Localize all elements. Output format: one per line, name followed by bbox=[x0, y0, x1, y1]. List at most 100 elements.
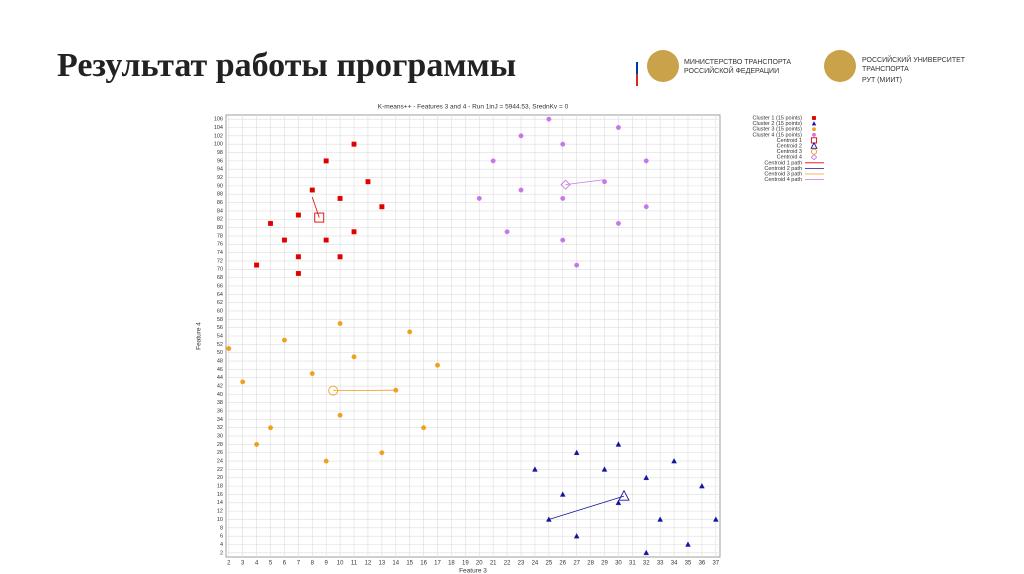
legend-label: Centroid 3 bbox=[777, 149, 802, 155]
y-tick-label: 100 bbox=[214, 142, 223, 148]
y-tick-label: 68 bbox=[217, 275, 223, 281]
marker bbox=[435, 362, 440, 368]
x-tick-label: 10 bbox=[337, 561, 344, 567]
x-tick-label: 7 bbox=[297, 561, 301, 567]
marker bbox=[574, 262, 580, 268]
y-tick-label: 28 bbox=[217, 442, 223, 448]
marker bbox=[699, 483, 705, 489]
y-tick-label: 36 bbox=[217, 409, 223, 415]
x-tick-label: 11 bbox=[351, 561, 358, 567]
x-tick-label: 6 bbox=[283, 561, 287, 567]
marker bbox=[573, 449, 580, 455]
marker bbox=[254, 441, 260, 447]
x-tick-label: 4 bbox=[255, 561, 259, 567]
marker bbox=[560, 195, 566, 201]
x-tick-label: 29 bbox=[601, 561, 608, 567]
x-tick-label: 35 bbox=[685, 561, 692, 567]
marker bbox=[295, 212, 301, 218]
x-tick-label: 28 bbox=[587, 561, 594, 567]
logo-text: ТРАНСПОРТА bbox=[862, 66, 909, 73]
marker bbox=[226, 346, 232, 351]
marker bbox=[476, 195, 482, 201]
y-axis-label: Feature 4 bbox=[196, 322, 203, 350]
x-tick-label: 18 bbox=[448, 561, 455, 567]
y-tick-label: 78 bbox=[217, 233, 223, 239]
x-axis-label: Feature 3 bbox=[459, 568, 487, 574]
chart-title: K-means++ - Features 3 and 4 - Run 1inJ … bbox=[378, 104, 569, 111]
y-tick-label: 80 bbox=[217, 225, 223, 231]
legend-label: Centroid 2 bbox=[777, 143, 802, 149]
y-tick-label: 22 bbox=[217, 467, 223, 473]
marker bbox=[351, 141, 357, 147]
marker bbox=[323, 458, 329, 464]
y-tick-label: 48 bbox=[217, 358, 223, 364]
marker bbox=[615, 499, 622, 506]
logo-text: РОССИЙСКОЙ ФЕДЕРАЦИИ bbox=[684, 66, 779, 75]
marker bbox=[810, 148, 818, 155]
x-tick-label: 13 bbox=[379, 561, 386, 567]
legend-label: Centroid 3 path bbox=[764, 171, 802, 177]
legend-label: Centroid 4 bbox=[777, 155, 802, 161]
y-tick-label: 94 bbox=[217, 167, 223, 173]
y-tick-label: 6 bbox=[220, 534, 223, 540]
y-tick-label: 50 bbox=[217, 350, 223, 356]
centroid-path bbox=[548, 495, 625, 520]
marker bbox=[601, 466, 608, 472]
y-tick-label: 86 bbox=[217, 200, 223, 206]
flag-stripe bbox=[636, 50, 638, 62]
y-tick-label: 34 bbox=[217, 417, 223, 423]
y-tick-label: 2 bbox=[220, 550, 223, 556]
marker bbox=[337, 195, 343, 201]
y-tick-label: 106 bbox=[214, 117, 223, 123]
x-tick-label: 20 bbox=[476, 561, 483, 567]
marker bbox=[618, 489, 630, 501]
marker bbox=[407, 329, 413, 335]
centroid-path bbox=[565, 179, 605, 186]
marker bbox=[323, 237, 329, 243]
y-tick-label: 92 bbox=[217, 175, 223, 181]
marker bbox=[281, 337, 287, 343]
marker bbox=[546, 116, 552, 122]
marker bbox=[490, 158, 496, 164]
marker bbox=[240, 379, 246, 385]
y-tick-label: 84 bbox=[217, 208, 223, 214]
x-tick-label: 17 bbox=[434, 561, 441, 567]
marker bbox=[379, 450, 385, 456]
x-tick-label: 24 bbox=[532, 561, 539, 567]
x-tick-label: 37 bbox=[712, 561, 719, 567]
y-tick-label: 10 bbox=[217, 517, 223, 523]
marker bbox=[810, 153, 818, 161]
x-tick-label: 34 bbox=[671, 561, 678, 567]
x-tick-label: 19 bbox=[462, 561, 469, 567]
y-tick-label: 14 bbox=[217, 500, 223, 506]
marker bbox=[615, 125, 621, 130]
x-tick-label: 2 bbox=[227, 561, 231, 567]
marker bbox=[615, 220, 621, 226]
marker bbox=[268, 425, 273, 431]
marker bbox=[379, 204, 385, 210]
y-tick-label: 76 bbox=[217, 242, 223, 248]
x-tick-label: 22 bbox=[504, 561, 511, 567]
legend-label: Cluster 1 (15 points) bbox=[752, 115, 802, 121]
marker bbox=[337, 254, 343, 260]
marker bbox=[643, 158, 649, 164]
legend-label: Centroid 1 path bbox=[764, 160, 802, 166]
y-tick-label: 12 bbox=[217, 509, 223, 515]
logo-text: РОССИЙСКИЙ УНИВЕРСИТЕТ bbox=[862, 55, 966, 64]
marker bbox=[560, 179, 571, 190]
marker bbox=[812, 132, 816, 137]
x-tick-label: 15 bbox=[406, 561, 413, 567]
marker bbox=[560, 237, 566, 243]
centroid-path bbox=[311, 197, 320, 218]
y-tick-label: 74 bbox=[217, 250, 223, 256]
y-tick-label: 54 bbox=[217, 333, 223, 339]
y-tick-label: 102 bbox=[214, 133, 223, 139]
marker bbox=[295, 271, 301, 276]
y-tick-label: 24 bbox=[217, 459, 223, 465]
x-tick-label: 5 bbox=[269, 561, 273, 567]
legend-label: Cluster 2 (15 points) bbox=[752, 121, 802, 127]
y-tick-label: 58 bbox=[217, 317, 223, 323]
y-tick-label: 38 bbox=[217, 400, 223, 406]
marker bbox=[323, 158, 329, 164]
